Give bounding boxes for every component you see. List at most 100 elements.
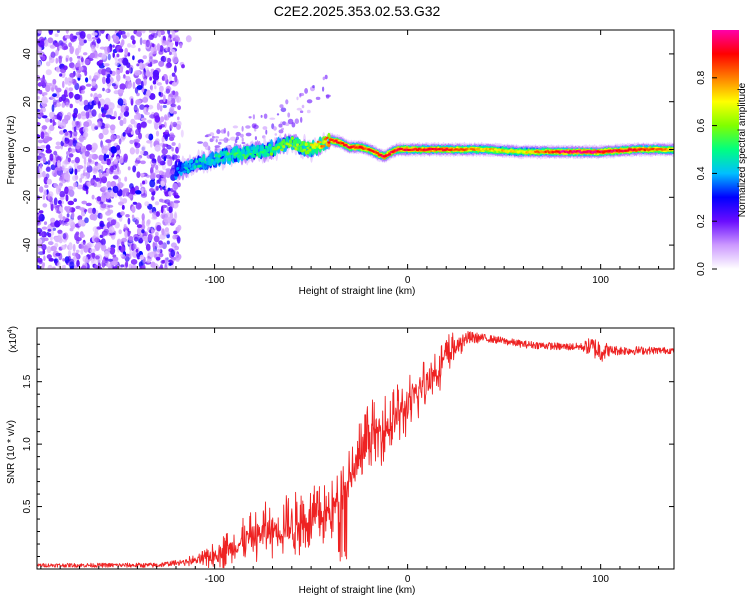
spectrogram-noise-cell xyxy=(37,265,41,269)
spectrogram-trace-cell xyxy=(294,138,298,145)
spectrogram-streak-cell xyxy=(230,136,236,141)
spectrogram-noise-cell xyxy=(185,35,192,43)
spectrogram-noise-cell xyxy=(172,90,176,96)
spectrogram-trace-cell xyxy=(247,148,251,152)
spectrogram-noise-cell xyxy=(112,52,115,58)
spectrogram-noise-cell xyxy=(136,122,142,130)
spectrogram-noise-cell xyxy=(107,209,111,213)
spectrogram-noise-cell xyxy=(159,124,165,128)
spectrogram-noise-cell xyxy=(44,184,49,188)
spectrogram-noise-cell xyxy=(116,53,120,58)
spectrogram-noise-cell xyxy=(160,244,164,248)
spectrogram-noise-cell xyxy=(64,131,69,136)
spectrogram-noise-cell xyxy=(66,213,70,218)
spectrogram-noise-cell xyxy=(158,120,162,126)
spectrogram-noise-cell xyxy=(112,185,119,194)
spectrogram-noise-cell xyxy=(85,83,92,87)
spectrogram-y-tick-label: -20 xyxy=(22,190,33,205)
spectrogram-noise-cell xyxy=(80,85,86,90)
colorbar: 0.0 0.2 0.4 0.6 0.8 Normalized spectral ampl… xyxy=(696,30,748,276)
spectrogram-streak-cell xyxy=(260,114,263,118)
spectrogram-noise-cell xyxy=(137,227,142,236)
spectrogram-noise-cell xyxy=(73,182,78,188)
spectrogram-noise-cell xyxy=(127,230,131,237)
spectrogram-noise-cell xyxy=(132,201,138,205)
spectrogram-trace-cell xyxy=(174,172,178,176)
spectrogram-noise-cell xyxy=(161,205,164,214)
spectrogram-noise-cell xyxy=(150,30,157,33)
spectrogram-y-tick-label: 0 xyxy=(22,146,33,152)
spectrogram-noise-cell xyxy=(157,155,162,163)
spectrogram-noise-cell xyxy=(96,38,101,44)
spectrogram-noise-cell xyxy=(134,219,139,225)
spectrogram-noise-cell xyxy=(136,63,140,67)
spectrogram-noise-cell xyxy=(139,173,145,177)
spectrogram-noise-cell xyxy=(82,255,89,263)
spectrogram-noise-cell xyxy=(139,37,143,46)
spectrogram-noise-cell xyxy=(85,144,93,151)
spectrogram-noise-cell xyxy=(83,39,87,44)
spectrogram-noise-cell xyxy=(97,93,102,99)
spectrogram-trace-cell xyxy=(315,143,319,146)
spectrogram-noise-cell xyxy=(66,213,70,218)
spectrogram-noise-cell xyxy=(146,119,152,124)
spectrogram-noise-cell xyxy=(68,153,74,158)
spectrogram-noise-cell xyxy=(41,96,48,104)
spectrogram-noise-cell xyxy=(127,76,131,82)
spectrogram-streak-cell xyxy=(285,99,289,105)
spectrogram-noise-cell xyxy=(140,150,144,155)
spectrogram-noise-cell xyxy=(170,103,176,108)
spectrogram-streak-cell xyxy=(301,104,305,109)
spectrogram-noise-cell xyxy=(40,131,45,140)
figure-title: C2E2.2025.353.02.53.G32 xyxy=(274,3,441,19)
spectrogram-x-tick-label: 100 xyxy=(592,275,609,286)
spectrogram-noise-cell xyxy=(77,73,82,78)
spectrogram-noise-cell xyxy=(49,111,55,118)
spectrogram-streak-cell xyxy=(284,122,290,126)
spectrogram-noise-cell xyxy=(82,172,88,177)
spectrogram-trace-cell xyxy=(280,148,284,152)
spectrogram-noise-cell xyxy=(40,153,46,158)
spectrogram-noise-cell xyxy=(78,244,84,249)
snr-frame xyxy=(36,327,675,570)
spectrogram-noise-cell xyxy=(59,205,62,212)
spectrogram-noise-cell xyxy=(103,228,110,233)
spectrogram-noise-cell xyxy=(115,144,121,151)
spectrogram-trace-cell xyxy=(304,142,308,146)
spectrogram-noise-cell xyxy=(145,69,150,78)
spectrogram-noise-cell xyxy=(62,80,65,89)
spectrogram-noise-cell xyxy=(99,46,106,50)
spectrogram-streak-cell xyxy=(209,138,214,143)
spectrogram-noise-cell xyxy=(168,262,172,266)
spectrogram-noise-cell xyxy=(85,111,90,119)
spectrogram-noise-cell xyxy=(41,92,48,96)
spectrogram-noise-cell xyxy=(100,30,105,34)
spectrogram-noise-cell xyxy=(92,252,95,259)
spectrogram-noise-cell xyxy=(114,61,119,67)
spectrogram-noise-cell xyxy=(133,121,138,128)
spectrogram-noise-cell xyxy=(91,32,98,36)
spectrogram-noise-cell xyxy=(138,237,144,244)
spectrogram-noise-cell xyxy=(108,199,112,203)
spectrogram-noise-cell xyxy=(132,81,136,90)
spectrogram-noise-cell xyxy=(59,73,63,77)
spectrogram-noise-cell xyxy=(121,237,128,243)
spectrogram-noise-cell xyxy=(172,37,176,42)
spectrogram-trace-cell xyxy=(186,164,190,168)
spectrogram-noise-cell xyxy=(99,187,105,192)
spectrogram-noise-cell xyxy=(41,125,48,130)
spectrogram-noise-cell xyxy=(92,39,96,48)
spectrogram-trace-cell xyxy=(217,154,221,158)
spectrogram-noise-cell xyxy=(55,91,60,99)
snr-scale-base: (x10 xyxy=(8,333,19,353)
spectrogram-noise-cell xyxy=(108,102,115,110)
spectrogram-noise-cell xyxy=(119,59,122,65)
spectrogram-noise-cell xyxy=(175,146,179,154)
spectrogram-noise-cell xyxy=(83,157,87,165)
spectrogram-y-label: Frequency (Hz) xyxy=(6,116,17,185)
spectrogram-noise-cell xyxy=(100,203,107,209)
spectrogram-noise-cell xyxy=(89,52,96,59)
spectrogram-noise-cell xyxy=(107,34,111,42)
spectrogram-noise-cell xyxy=(146,89,151,97)
spectrogram-noise-cell xyxy=(104,46,110,55)
